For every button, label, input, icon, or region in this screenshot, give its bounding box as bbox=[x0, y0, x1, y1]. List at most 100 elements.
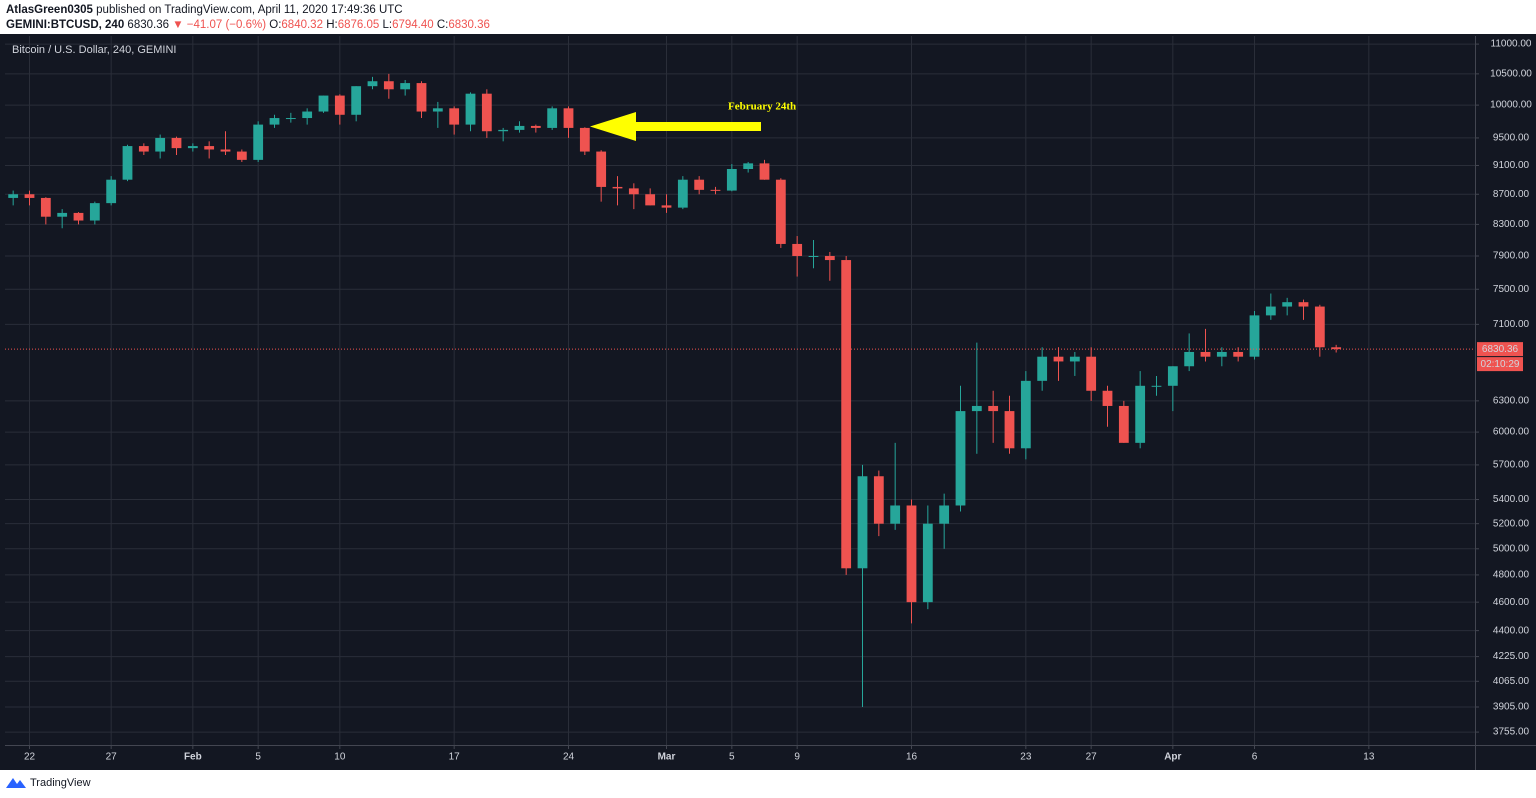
candle-body bbox=[694, 179, 705, 190]
candle-body bbox=[873, 476, 884, 524]
candle-body bbox=[1053, 356, 1064, 362]
published: published on TradingView.com, April 11, … bbox=[96, 4, 402, 16]
candle-body bbox=[1216, 351, 1227, 357]
countdown-tag bbox=[1477, 357, 1523, 372]
candle-body bbox=[547, 108, 558, 128]
candle-body bbox=[269, 118, 280, 125]
x-tick-label: 13 bbox=[1363, 752, 1375, 763]
candle-body bbox=[449, 108, 460, 125]
c-label: C: bbox=[437, 19, 449, 31]
candle-body bbox=[645, 194, 656, 206]
x-tick-label: 6 bbox=[1252, 752, 1258, 763]
candle-body bbox=[1118, 405, 1129, 443]
y-tick-label: 5700.00 bbox=[1493, 460, 1530, 471]
candle-body bbox=[530, 125, 541, 128]
candle-body bbox=[334, 95, 345, 115]
h: 6876.05 bbox=[338, 19, 380, 31]
symbol: GEMINI:BTCUSD, 240 bbox=[6, 19, 124, 31]
annotation: February 24th bbox=[728, 101, 796, 113]
candle-body bbox=[710, 189, 721, 191]
x-tick-label: 27 bbox=[106, 752, 118, 763]
arrow-shaft bbox=[628, 122, 761, 131]
candle-body bbox=[73, 212, 84, 221]
arrow-head bbox=[590, 112, 636, 141]
y-tick-label: 11000.00 bbox=[1491, 39, 1532, 50]
x-tick-label: 5 bbox=[729, 752, 735, 763]
candle-body bbox=[8, 194, 19, 198]
header-bar bbox=[0, 0, 1536, 34]
last-price-tag bbox=[1477, 342, 1523, 357]
candle-body bbox=[1331, 347, 1342, 350]
candle-body bbox=[1086, 356, 1097, 391]
x-tick-label: Feb bbox=[184, 752, 202, 763]
candle-body bbox=[1184, 351, 1195, 367]
y-tick-label: 4065.00 bbox=[1493, 676, 1530, 687]
candle-body bbox=[367, 81, 378, 87]
candle-body bbox=[351, 86, 362, 115]
candle-body bbox=[596, 151, 607, 187]
candle-body bbox=[906, 505, 917, 603]
y-tick-label: 7500.00 bbox=[1493, 284, 1530, 295]
y-tick-label: 4400.00 bbox=[1493, 625, 1530, 636]
y-tick-label: 6300.00 bbox=[1493, 395, 1530, 406]
y-tick-label: 4225.00 bbox=[1493, 651, 1530, 662]
chart-title: Bitcoin / U.S. Dollar, 240, GEMINI bbox=[12, 44, 176, 56]
candle-body bbox=[579, 127, 590, 152]
y-tick-label: 10500.00 bbox=[1490, 69, 1532, 80]
y-tick-label: 10000.00 bbox=[1490, 100, 1532, 111]
candle-body bbox=[432, 108, 443, 112]
x-tick-label: Mar bbox=[658, 752, 676, 763]
candle-body bbox=[1249, 315, 1260, 357]
candle-body bbox=[1167, 366, 1178, 386]
y-tick-label: 9500.00 bbox=[1493, 133, 1530, 144]
candle-body bbox=[514, 125, 525, 130]
y-tick-label: 8300.00 bbox=[1493, 219, 1530, 230]
header-line-1: AtlasGreen0305 published on TradingView.… bbox=[6, 4, 403, 16]
candle-body bbox=[1004, 411, 1015, 449]
candle-body bbox=[24, 194, 35, 198]
candle-body bbox=[726, 168, 737, 191]
y-tick-label: 5400.00 bbox=[1493, 494, 1530, 505]
candle-body bbox=[775, 179, 786, 244]
candle-body bbox=[1298, 302, 1309, 307]
candle-body bbox=[57, 212, 68, 217]
candle-body bbox=[498, 129, 509, 132]
y-tick-label: 4800.00 bbox=[1493, 570, 1530, 581]
candle-body bbox=[743, 163, 754, 169]
candle-body bbox=[171, 137, 182, 149]
x-tick-label: 17 bbox=[449, 752, 461, 763]
countdown: 02:10:29 bbox=[1481, 359, 1520, 370]
x-tick-label: 9 bbox=[794, 752, 800, 763]
y-tick-label: 9100.00 bbox=[1493, 160, 1530, 171]
candle-body bbox=[318, 95, 329, 112]
candle-body bbox=[204, 146, 215, 150]
o-label: O: bbox=[269, 19, 281, 31]
candle-body bbox=[89, 203, 100, 221]
candle-body bbox=[1037, 356, 1048, 381]
candle-body bbox=[465, 93, 476, 125]
candle-body bbox=[400, 83, 411, 90]
x-tick-label: 23 bbox=[1020, 752, 1032, 763]
l: 6794.40 bbox=[392, 19, 434, 31]
candle-body bbox=[106, 179, 117, 204]
candle-body bbox=[187, 146, 198, 149]
candle-body bbox=[988, 405, 999, 412]
candle-body bbox=[971, 405, 982, 412]
candle-body bbox=[1135, 385, 1146, 443]
y-tick-label: 3905.00 bbox=[1493, 702, 1530, 713]
x-tick-label: 27 bbox=[1086, 752, 1098, 763]
header-line-2: GEMINI:BTCUSD, 240 6830.36 ▼ −41.07 (−0.… bbox=[6, 19, 490, 31]
last-price-label: 6830.36 bbox=[1482, 344, 1519, 355]
h-label: H: bbox=[326, 19, 338, 31]
y-tick-label: 6000.00 bbox=[1493, 427, 1530, 438]
candle-body bbox=[481, 93, 492, 132]
y-tick-label: 4600.00 bbox=[1493, 597, 1530, 608]
candle-body bbox=[1265, 306, 1276, 316]
candle-body bbox=[661, 205, 672, 208]
candle-body bbox=[824, 255, 835, 261]
o: 6840.32 bbox=[281, 19, 323, 31]
candle-body bbox=[1314, 306, 1325, 348]
c: 6830.36 bbox=[448, 19, 490, 31]
brand[interactable]: TradingView bbox=[30, 777, 91, 789]
author[interactable]: AtlasGreen0305 bbox=[6, 4, 94, 16]
